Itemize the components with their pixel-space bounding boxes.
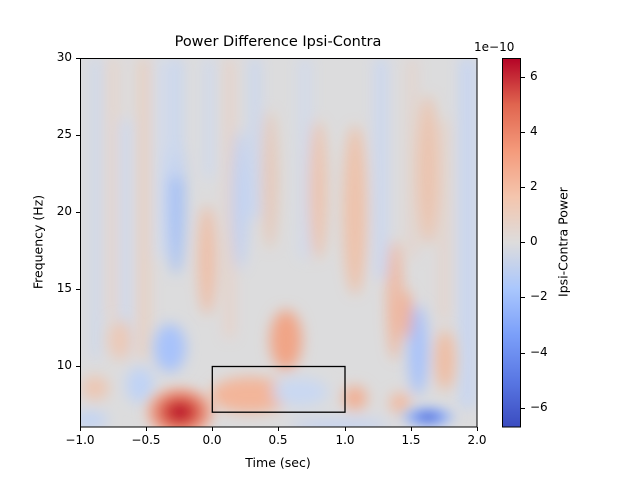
chart-title: Power Difference Ipsi-Contra xyxy=(174,34,382,50)
x-tick-label: 0.5 xyxy=(268,433,288,447)
colorbar-tick-label: −4 xyxy=(530,345,548,359)
colorbar-tick-label: 4 xyxy=(530,124,538,138)
x-axis-ticks xyxy=(80,427,478,431)
colorbar-ticks xyxy=(521,77,525,409)
x-tick-label: −0.5 xyxy=(131,433,161,447)
colorbar-offset-text: 1e−10 xyxy=(474,40,515,54)
y-axis-label: Frequency (Hz) xyxy=(30,194,46,290)
y-tick-label: 20 xyxy=(56,204,72,218)
colorbar-tick-label: −6 xyxy=(530,400,548,414)
colorbar-tick-label: 0 xyxy=(530,234,538,248)
y-tick-label: 30 xyxy=(56,50,72,64)
y-tick-label: 15 xyxy=(56,281,72,295)
colorbar-label: Ipsi-Contra Power xyxy=(555,187,571,297)
y-tick-label: 25 xyxy=(56,127,72,141)
colorbar-tick-label: 6 xyxy=(530,69,538,83)
x-axis-label: Time (sec) xyxy=(245,455,311,470)
colorbar-tick-label: −2 xyxy=(530,289,548,303)
roi-rectangle xyxy=(211,365,346,413)
x-tick-label: 1.5 xyxy=(401,433,421,447)
x-tick-label: 0.0 xyxy=(202,433,222,447)
colorbar-tick-label: 2 xyxy=(530,179,538,193)
x-tick-label: 2.0 xyxy=(467,433,487,447)
x-tick-label: 1.0 xyxy=(335,433,355,447)
heatmap-image xyxy=(80,58,477,427)
y-tick-label: 10 xyxy=(56,358,72,372)
y-axis-ticks xyxy=(76,58,80,367)
x-tick-label: −1.0 xyxy=(65,433,95,447)
colorbar xyxy=(502,58,521,428)
